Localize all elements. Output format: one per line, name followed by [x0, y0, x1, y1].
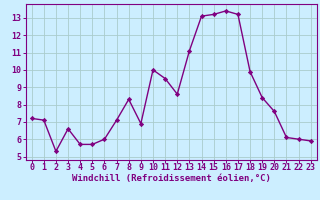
X-axis label: Windchill (Refroidissement éolien,°C): Windchill (Refroidissement éolien,°C)	[72, 174, 271, 183]
